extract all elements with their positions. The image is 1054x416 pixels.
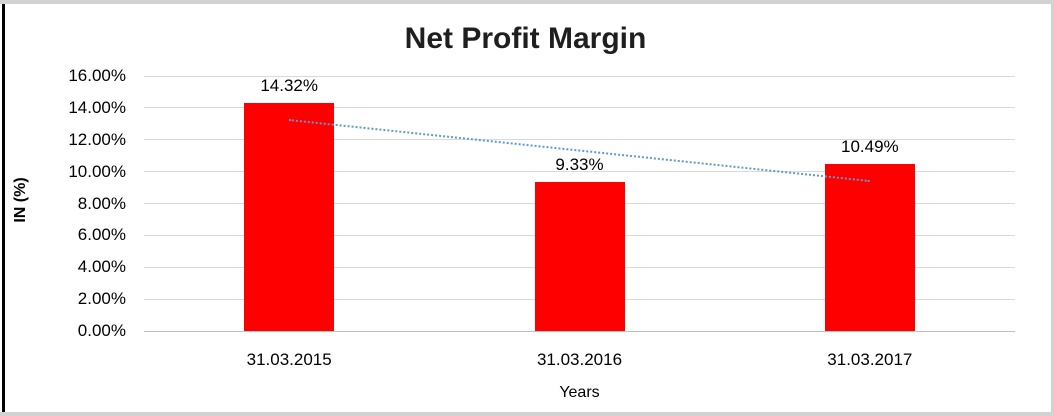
y-axis-tick-label: 12.00%	[68, 129, 126, 149]
bar-31.03.2015	[244, 102, 335, 331]
x-axis-tick-label: 31.03.2015	[246, 350, 332, 369]
x-axis-title: Years	[559, 384, 600, 401]
gridline	[144, 171, 1015, 173]
bar-value-label: 10.49%	[840, 136, 899, 156]
y-axis-tick-label: 6.00%	[77, 225, 126, 245]
y-axis-tick-label: 14.00%	[68, 97, 126, 117]
gridline	[144, 330, 1015, 332]
bar-31.03.2017	[824, 163, 915, 331]
y-axis-tick-label: 4.00%	[77, 257, 126, 277]
bar-31.03.2016	[534, 182, 625, 331]
gridline	[144, 107, 1015, 109]
y-axis-tick-label: 8.00%	[77, 193, 126, 213]
y-axis-tick-label: 2.00%	[77, 289, 126, 309]
bar-value-label: 14.32%	[260, 75, 318, 95]
chart-title: Net Profit Margin	[404, 22, 647, 55]
gridline	[144, 139, 1015, 141]
bar-value-label: 9.33%	[555, 155, 604, 175]
x-axis-tick-label: 31.03.2016	[536, 350, 623, 369]
y-axis-tick-label: 0.00%	[77, 321, 126, 340]
left-edge-line	[2, 4, 5, 412]
gridline	[144, 75, 1015, 77]
x-axis-tick-label: 31.03.2017	[827, 350, 913, 369]
y-axis-tick-label: 16.00%	[68, 66, 126, 85]
y-axis-tick-label: 10.00%	[68, 161, 126, 181]
